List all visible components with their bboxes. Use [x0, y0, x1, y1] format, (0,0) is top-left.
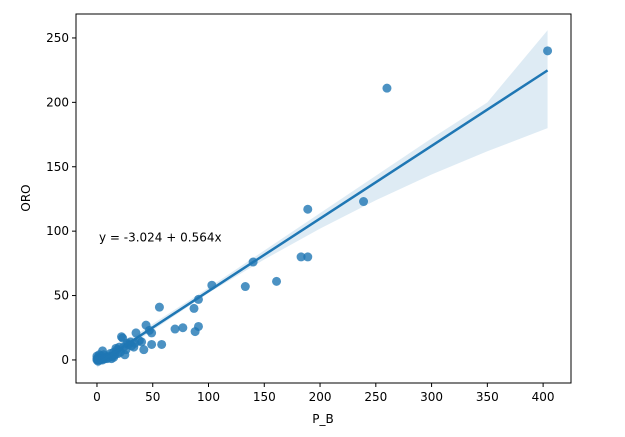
x-tick-label: 0 [93, 390, 101, 404]
regression-equation: y = -3.024 + 0.564x [99, 231, 222, 245]
data-point [141, 320, 151, 330]
y-ticks: 0 50 100 150 200 250 [46, 31, 76, 367]
x-tick-label: 400 [532, 390, 555, 404]
data-point [240, 282, 250, 292]
data-point [154, 302, 164, 312]
regression-line-group [96, 69, 549, 365]
data-point [543, 46, 553, 56]
data-point [170, 324, 180, 334]
y-tick-label: 100 [46, 224, 69, 238]
y-tick-label: 200 [46, 95, 69, 109]
data-point [137, 337, 147, 347]
y-tick-label: 250 [46, 31, 69, 45]
data-point [131, 328, 141, 338]
x-axis-label: P_B [312, 412, 333, 426]
y-tick-label: 50 [54, 289, 69, 303]
data-point [303, 204, 313, 214]
data-point [382, 83, 392, 93]
data-point [359, 197, 369, 207]
plot-frame [75, 13, 572, 384]
x-ticks: 0 50 100 150 200 250 300 350 400 [93, 383, 555, 404]
data-point [147, 339, 157, 349]
data-point [303, 252, 313, 262]
data-point [272, 276, 282, 286]
regression-line [96, 69, 549, 365]
data-point [190, 327, 200, 337]
y-tick-label: 150 [46, 160, 69, 174]
x-tick-label: 50 [145, 390, 160, 404]
data-point [296, 252, 306, 262]
x-tick-label: 300 [420, 390, 443, 404]
x-tick-label: 100 [197, 390, 220, 404]
y-axis-label: ORO [19, 184, 33, 211]
data-point [189, 303, 199, 313]
x-tick-label: 250 [364, 390, 387, 404]
x-tick-label: 350 [476, 390, 499, 404]
y-tick-label: 0 [61, 353, 69, 367]
x-tick-label: 150 [253, 390, 276, 404]
data-point [139, 345, 149, 355]
data-point [178, 323, 188, 333]
x-tick-label: 200 [309, 390, 332, 404]
data-point [157, 339, 167, 349]
